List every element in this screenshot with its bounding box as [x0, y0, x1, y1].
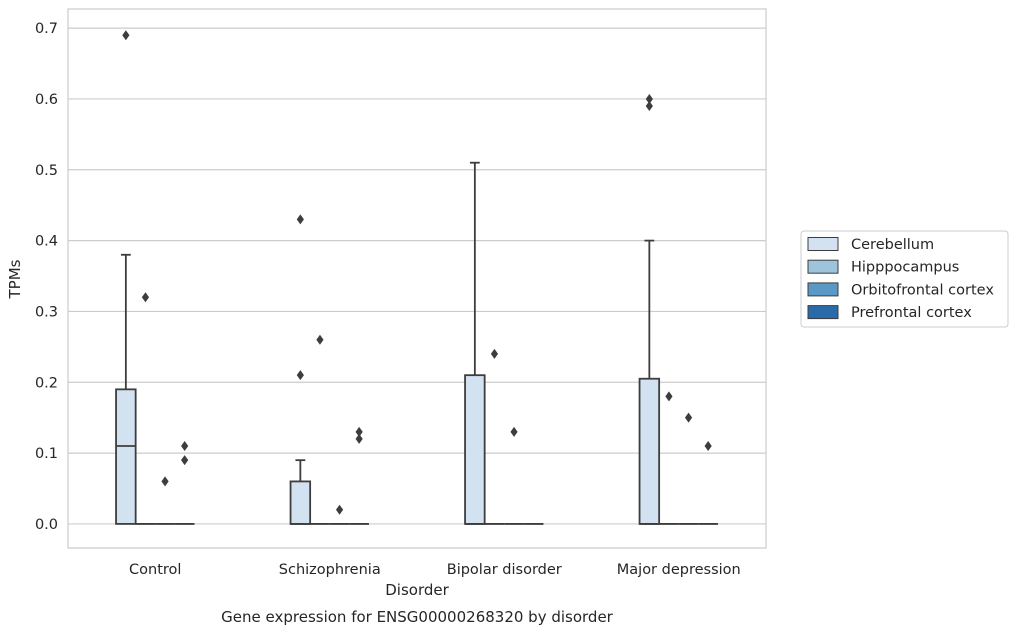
box-marks	[115, 30, 718, 525]
y-tick-label: 0.5	[35, 163, 58, 179]
box-1-1	[310, 334, 330, 525]
outlier-point	[704, 441, 712, 452]
outlier-point	[645, 93, 653, 104]
outlier-point	[684, 412, 693, 423]
legend-items: Cerebellum Hipppocampus Orbitofrontal cort…	[807, 237, 994, 321]
outlier-point	[316, 334, 324, 345]
outlier-point	[122, 30, 130, 41]
x-axis-label: Disorder	[385, 581, 449, 599]
box-0-2	[464, 161, 486, 525]
box-1-0	[135, 292, 156, 525]
outlier-point	[355, 433, 363, 444]
outlier-point	[665, 391, 673, 402]
x-tick-label: Control	[129, 562, 181, 578]
legend-label: Hipppocampus	[851, 260, 959, 276]
outlier-point	[181, 455, 189, 466]
box-0-1	[289, 214, 312, 525]
box-1-3	[659, 391, 679, 525]
box-2-2	[504, 426, 524, 525]
legend: Cerebellum Hipppocampus Orbitofrontal cort…	[800, 230, 1009, 328]
x-tick-label: Schizophrenia	[279, 562, 381, 578]
legend-swatch	[807, 259, 839, 274]
x-tick-label: Bipolar disorder	[447, 562, 562, 578]
legend-swatch	[807, 305, 839, 320]
outlier-point	[645, 101, 653, 112]
box-body	[115, 388, 137, 525]
box-1-2	[484, 348, 505, 525]
legend-swatch	[807, 282, 839, 297]
outlier-point	[355, 426, 363, 437]
box-3-1	[349, 426, 369, 525]
outlier-point	[296, 370, 304, 381]
outlier-point	[161, 476, 169, 487]
box-0-0	[115, 30, 137, 525]
box-body	[289, 480, 312, 525]
legend-swatch	[807, 237, 839, 251]
box-2-1	[329, 504, 350, 525]
outlier-point	[490, 348, 499, 359]
y-tick-label: 0.1	[35, 446, 58, 462]
legend-label: Cerebellum	[851, 237, 934, 253]
y-tick-label: 0.6	[35, 92, 58, 108]
legend-frame	[800, 230, 1009, 328]
figure-caption: Gene expression for ENSG00000268320 by d…	[221, 608, 614, 626]
box-2-0	[155, 476, 175, 525]
box-body	[638, 377, 661, 525]
legend-label: Prefrontal cortex	[851, 305, 972, 321]
box-3-3	[698, 441, 718, 525]
outlier-point	[181, 441, 189, 452]
outlier-point	[335, 504, 344, 515]
y-tick-label: 0.4	[35, 234, 58, 250]
y-tick-label: 0.7	[35, 21, 58, 37]
x-tick-label: Major depression	[617, 562, 741, 578]
y-tick-labels: 0.0 0.1 0.2 0.3 0.4 0.5 0.6 0.7	[35, 21, 58, 533]
y-tick-label: 0.0	[35, 517, 58, 533]
box-3-0	[174, 441, 195, 525]
y-tick-label: 0.3	[35, 304, 58, 320]
outlier-point	[141, 292, 150, 303]
y-axis-label: TPMs	[6, 259, 24, 299]
plot-frame	[67, 8, 767, 549]
box-2-3	[678, 412, 699, 525]
x-tick-labels: Control Schizophrenia Bipolar disorder Majo…	[129, 562, 741, 578]
legend-label: Orbitofrontal cortex	[851, 282, 994, 298]
y-tick-label: 0.2	[35, 375, 58, 391]
outlier-point	[296, 214, 304, 225]
grid-lines	[68, 27, 766, 525]
box-body	[464, 374, 486, 525]
outlier-point	[510, 426, 518, 437]
box-0-3	[638, 93, 661, 525]
